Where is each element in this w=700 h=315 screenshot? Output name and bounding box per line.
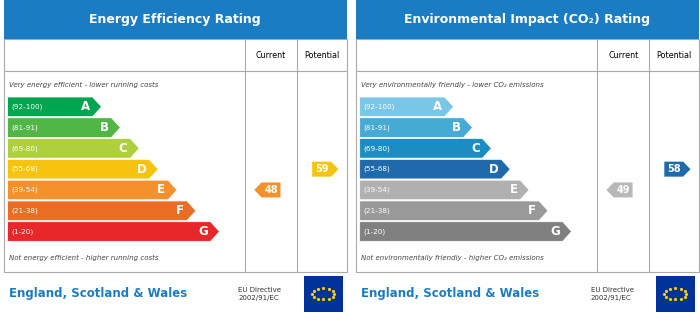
Text: Potential: Potential (656, 51, 692, 60)
Polygon shape (360, 201, 548, 220)
Polygon shape (360, 159, 510, 179)
Text: 59: 59 (315, 164, 328, 174)
Text: Current: Current (256, 51, 286, 60)
Text: Very environmentally friendly - lower CO₂ emissions: Very environmentally friendly - lower CO… (360, 82, 543, 88)
Text: C: C (471, 142, 480, 155)
Polygon shape (8, 97, 101, 117)
FancyBboxPatch shape (4, 0, 346, 39)
Polygon shape (606, 182, 633, 198)
Text: (1-20): (1-20) (364, 228, 386, 235)
Text: Energy Efficiency Rating: Energy Efficiency Rating (89, 13, 261, 26)
Text: Not energy efficient - higher running costs: Not energy efficient - higher running co… (8, 255, 158, 261)
Text: (1-20): (1-20) (12, 228, 34, 235)
Polygon shape (8, 118, 120, 137)
Text: B: B (452, 121, 461, 134)
Polygon shape (664, 162, 690, 177)
Text: England, Scotland & Wales: England, Scotland & Wales (360, 287, 539, 300)
Text: Potential: Potential (304, 51, 340, 60)
Text: G: G (198, 225, 208, 238)
Text: (92-100): (92-100) (364, 104, 395, 110)
Text: Not environmentally friendly - higher CO₂ emissions: Not environmentally friendly - higher CO… (360, 255, 543, 261)
Text: (69-80): (69-80) (364, 145, 391, 152)
Text: (39-54): (39-54) (12, 187, 38, 193)
Polygon shape (360, 139, 491, 158)
FancyBboxPatch shape (356, 39, 699, 272)
Text: Current: Current (608, 51, 638, 60)
Text: E: E (158, 183, 165, 197)
Text: 58: 58 (667, 164, 680, 174)
Text: England, Scotland & Wales: England, Scotland & Wales (8, 287, 187, 300)
Text: EU Directive
2002/91/EC: EU Directive 2002/91/EC (239, 287, 281, 301)
Text: A: A (80, 100, 90, 113)
Text: C: C (119, 142, 127, 155)
Text: A: A (433, 100, 442, 113)
Text: EU Directive
2002/91/EC: EU Directive 2002/91/EC (591, 287, 634, 301)
Text: (92-100): (92-100) (12, 104, 43, 110)
FancyBboxPatch shape (304, 276, 343, 312)
FancyBboxPatch shape (656, 276, 695, 312)
Text: (81-91): (81-91) (12, 124, 38, 131)
Text: G: G (550, 225, 560, 238)
Text: B: B (99, 121, 108, 134)
Polygon shape (360, 118, 472, 137)
Text: Environmental Impact (CO₂) Rating: Environmental Impact (CO₂) Rating (404, 13, 650, 26)
Text: (69-80): (69-80) (12, 145, 38, 152)
FancyBboxPatch shape (356, 0, 699, 39)
Text: (39-54): (39-54) (364, 187, 391, 193)
Polygon shape (8, 139, 139, 158)
Text: D: D (136, 163, 146, 176)
Text: (81-91): (81-91) (364, 124, 391, 131)
Polygon shape (360, 222, 572, 241)
Polygon shape (8, 180, 177, 200)
Polygon shape (8, 201, 196, 220)
Polygon shape (8, 222, 220, 241)
Polygon shape (360, 97, 454, 117)
Text: F: F (176, 204, 184, 217)
Text: 48: 48 (264, 185, 278, 195)
Text: (21-38): (21-38) (364, 208, 391, 214)
FancyBboxPatch shape (4, 39, 346, 272)
Polygon shape (8, 159, 158, 179)
Text: D: D (489, 163, 498, 176)
Polygon shape (360, 180, 529, 200)
Polygon shape (254, 182, 281, 198)
Text: 49: 49 (617, 185, 630, 195)
Text: (55-68): (55-68) (12, 166, 38, 172)
Polygon shape (312, 162, 338, 177)
Text: (21-38): (21-38) (12, 208, 38, 214)
Text: F: F (528, 204, 536, 217)
Text: Very energy efficient - lower running costs: Very energy efficient - lower running co… (8, 82, 158, 88)
Text: E: E (510, 183, 517, 197)
Text: (55-68): (55-68) (364, 166, 391, 172)
